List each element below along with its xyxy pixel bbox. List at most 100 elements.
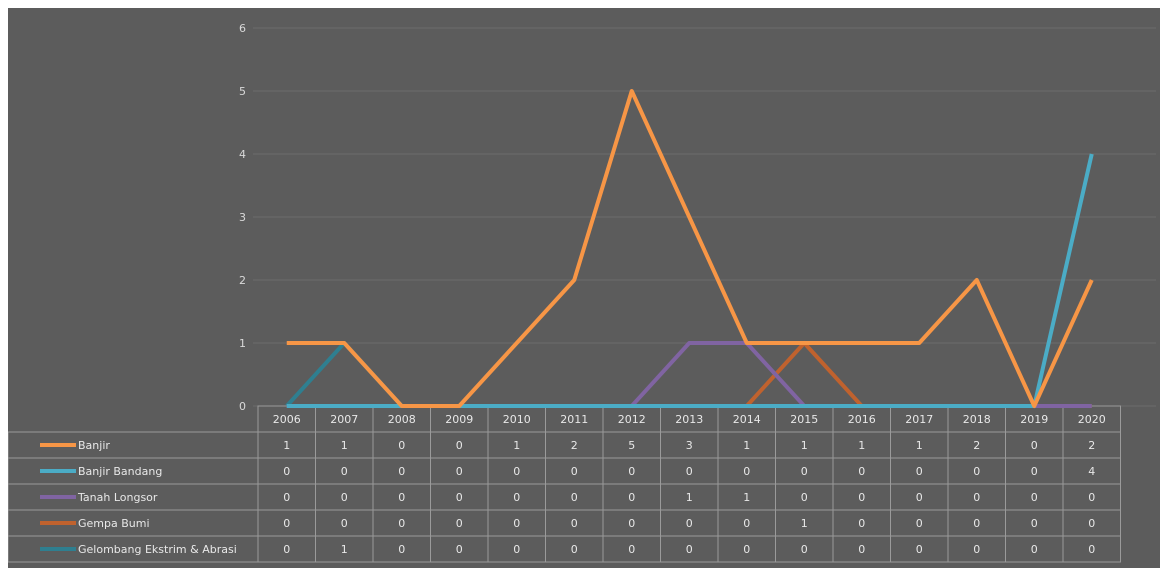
x-category-label: 2016 — [848, 413, 876, 426]
x-category-label: 2013 — [675, 413, 703, 426]
data-value-label: 0 — [743, 517, 750, 530]
data-value-label: 0 — [1031, 543, 1038, 556]
data-value-label: 0 — [1088, 543, 1095, 556]
data-value-label: 0 — [628, 517, 635, 530]
data-value-label: 0 — [973, 517, 980, 530]
data-value-label: 0 — [1031, 517, 1038, 530]
data-value-label: 0 — [1031, 465, 1038, 478]
data-value-label: 1 — [341, 439, 348, 452]
data-value-label: 1 — [513, 439, 520, 452]
data-value-label: 0 — [628, 465, 635, 478]
data-value-label: 1 — [801, 517, 808, 530]
x-category-label: 2012 — [618, 413, 646, 426]
data-value-label: 0 — [628, 543, 635, 556]
data-value-label: 2 — [1088, 439, 1095, 452]
data-value-label: 0 — [1031, 439, 1038, 452]
data-value-label: 0 — [973, 543, 980, 556]
series-label: Banjir Bandang — [78, 465, 162, 478]
y-tick-label: 5 — [239, 85, 246, 98]
data-value-label: 2 — [571, 439, 578, 452]
series-line-banjir — [286, 89, 1094, 408]
x-category-label: 2017 — [905, 413, 933, 426]
y-tick-label: 2 — [239, 274, 246, 287]
data-value-label: 0 — [1088, 517, 1095, 530]
data-value-label: 0 — [916, 543, 923, 556]
data-value-label: 0 — [916, 465, 923, 478]
data-value-label: 0 — [456, 439, 463, 452]
data-value-label: 0 — [858, 543, 865, 556]
data-value-label: 0 — [686, 543, 693, 556]
x-category-label: 2019 — [1020, 413, 1048, 426]
data-value-label: 1 — [341, 543, 348, 556]
data-value-label: 1 — [283, 439, 290, 452]
data-value-label: 2 — [973, 439, 980, 452]
data-value-label: 0 — [283, 465, 290, 478]
data-value-label: 0 — [456, 491, 463, 504]
data-value-label: 0 — [398, 517, 405, 530]
data-value-label: 0 — [341, 491, 348, 504]
x-category-label: 2014 — [733, 413, 761, 426]
x-category-label: 2008 — [388, 413, 416, 426]
series-line-tanah-longsor — [286, 341, 1092, 408]
data-value-label: 1 — [916, 439, 923, 452]
data-value-label: 0 — [858, 465, 865, 478]
y-tick-label: 3 — [239, 211, 246, 224]
data-value-label: 0 — [916, 517, 923, 530]
table-cell — [1062, 535, 1121, 563]
data-value-label: 0 — [686, 517, 693, 530]
data-value-label: 0 — [571, 517, 578, 530]
series-label: Gempa Bumi — [78, 517, 150, 530]
data-value-label: 0 — [743, 543, 750, 556]
data-value-label: 3 — [686, 439, 693, 452]
data-value-label: 1 — [858, 439, 865, 452]
series-label: Gelombang Ekstrim & Abrasi — [78, 543, 237, 556]
series-line-gelombang-ekstrim-abrasi — [285, 341, 1092, 408]
data-value-label: 0 — [283, 517, 290, 530]
x-category-label: 2009 — [445, 413, 473, 426]
data-value-label: 0 — [398, 543, 405, 556]
data-value-label: 0 — [1088, 491, 1095, 504]
x-category-label: 2011 — [560, 413, 588, 426]
y-tick-label: 0 — [239, 400, 246, 413]
data-value-label: 0 — [571, 465, 578, 478]
data-value-label: 0 — [398, 465, 405, 478]
data-value-label: 0 — [513, 517, 520, 530]
y-tick-label: 4 — [239, 148, 246, 161]
data-value-label: 1 — [686, 491, 693, 504]
data-value-label: 1 — [801, 439, 808, 452]
data-value-label: 0 — [801, 491, 808, 504]
data-value-label: 0 — [571, 543, 578, 556]
data-value-label: 0 — [513, 465, 520, 478]
data-value-label: 0 — [973, 491, 980, 504]
data-value-label: 0 — [456, 517, 463, 530]
data-value-label: 0 — [858, 491, 865, 504]
data-value-label: 1 — [743, 439, 750, 452]
series-label: Banjir — [78, 439, 110, 452]
data-value-label: 0 — [858, 517, 865, 530]
data-value-label: 0 — [743, 465, 750, 478]
data-value-label: 0 — [283, 543, 290, 556]
data-value-label: 0 — [686, 465, 693, 478]
data-value-label: 1 — [743, 491, 750, 504]
data-value-label: 0 — [456, 465, 463, 478]
x-category-label: 2020 — [1078, 413, 1106, 426]
data-value-label: 0 — [513, 543, 520, 556]
data-value-label: 0 — [341, 465, 348, 478]
data-value-label: 0 — [801, 465, 808, 478]
x-category-label: 2010 — [503, 413, 531, 426]
data-value-label: 0 — [398, 439, 405, 452]
data-value-label: 0 — [341, 517, 348, 530]
data-value-label: 0 — [398, 491, 405, 504]
data-value-label: 0 — [916, 491, 923, 504]
data-value-label: 0 — [513, 491, 520, 504]
data-value-label: 0 — [628, 491, 635, 504]
data-value-label: 4 — [1088, 465, 1095, 478]
y-tick-label: 6 — [239, 22, 246, 35]
x-category-label: 2006 — [273, 413, 301, 426]
data-value-label: 0 — [973, 465, 980, 478]
x-category-label: 2018 — [963, 413, 991, 426]
data-value-label: 0 — [801, 543, 808, 556]
series-line-gempa-bumi — [286, 341, 1092, 408]
